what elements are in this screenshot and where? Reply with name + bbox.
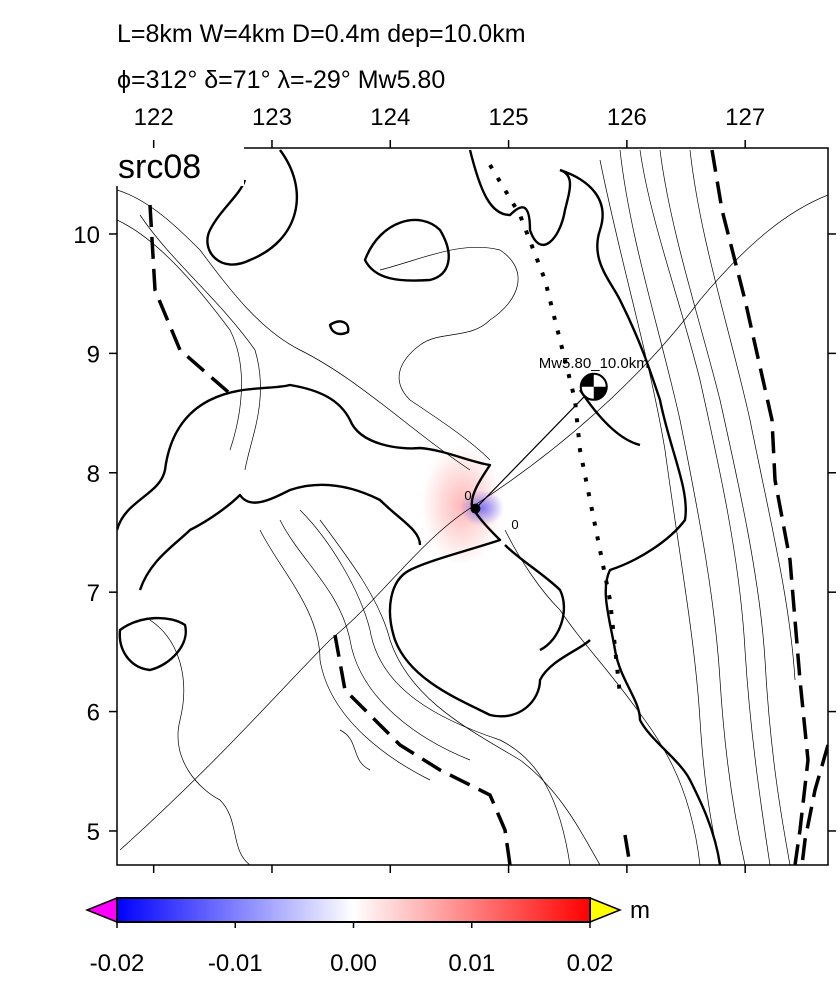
y-tick-label: 9 [87, 341, 100, 368]
x-tick-label: 123 [252, 104, 292, 131]
y-tick-label: 6 [87, 700, 100, 727]
thin-contours [117, 149, 828, 865]
thick-contours [117, 149, 722, 865]
panel-label: src08 [118, 148, 201, 186]
contour-label: 0 [464, 488, 471, 503]
colorbar-tick-label: -0.02 [90, 950, 145, 977]
y-tick-label: 7 [87, 580, 100, 607]
x-tick-label: 125 [489, 104, 529, 131]
y-tick-label: 5 [87, 819, 100, 846]
colorbar-unit: m [630, 897, 650, 924]
colorbar-tick-label: 0.01 [448, 950, 495, 977]
mechanism-label: Mw5.80_10.0km [539, 355, 649, 372]
x-tick-label: 127 [725, 104, 765, 131]
contour-label: 0 [511, 517, 518, 532]
colorbar [116, 897, 591, 923]
beachball-quadrant [593, 386, 607, 400]
colorbar-tick-label: -0.01 [208, 950, 263, 977]
colorbar-tick-label: 0.02 [567, 950, 614, 977]
x-tick-label: 124 [370, 104, 410, 131]
colorbar-under [84, 896, 118, 924]
trench-lines [148, 149, 828, 865]
map-body: 0 0 [117, 148, 828, 865]
label-box [112, 146, 244, 186]
title: L=8km W=4km D=0.4m dep=10.0km [117, 20, 526, 48]
map-frame [116, 147, 829, 866]
subsidence-lobe [460, 490, 504, 526]
x-tick-label: 126 [607, 104, 647, 131]
focal-mechanism [579, 372, 608, 401]
subtitle: ϕ=312° δ=71° λ=-29° Mw5.80 [117, 66, 445, 94]
map-overlays: 122 123 124 125 126 127 5 6 7 8 9 10 Mw5.80_10.0km -0… [73, 104, 836, 977]
y-tick-label: 10 [73, 222, 100, 249]
epicenter-link [475, 386, 595, 510]
y-tick-label: 8 [87, 461, 100, 488]
epicenter [470, 503, 481, 514]
beachball-quadrant [580, 373, 594, 387]
colorbar-tick-label: 0.00 [330, 950, 377, 977]
x-tick-label: 122 [134, 104, 174, 131]
colorbar-over [589, 896, 623, 924]
